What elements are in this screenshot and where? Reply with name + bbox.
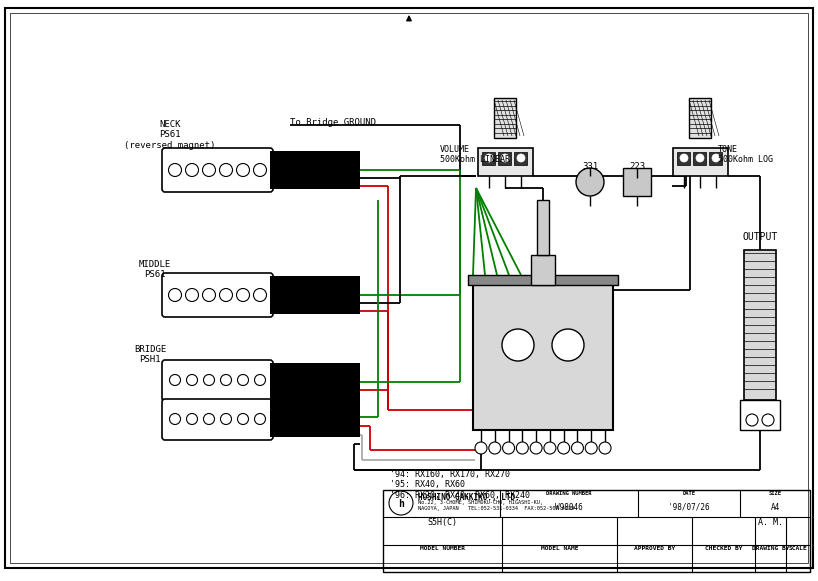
Bar <box>537 200 549 255</box>
Circle shape <box>475 442 487 454</box>
Circle shape <box>502 442 515 454</box>
Text: NECK
PS61
(reversed magnet): NECK PS61 (reversed magnet) <box>124 120 216 150</box>
Circle shape <box>517 154 525 162</box>
Text: A4: A4 <box>771 503 780 512</box>
Bar <box>478 148 533 176</box>
Circle shape <box>204 375 214 386</box>
Circle shape <box>501 154 509 162</box>
FancyBboxPatch shape <box>162 360 273 401</box>
Text: '98/07/26: '98/07/26 <box>668 503 710 512</box>
Bar <box>468 275 618 285</box>
Circle shape <box>530 442 542 454</box>
Circle shape <box>169 414 181 425</box>
Bar <box>498 152 511 165</box>
Bar <box>494 98 516 138</box>
Bar <box>673 148 728 176</box>
Circle shape <box>186 163 199 177</box>
Circle shape <box>186 289 199 302</box>
Circle shape <box>169 375 181 386</box>
Circle shape <box>558 442 569 454</box>
Bar <box>623 168 651 196</box>
Text: MODEL NUMBER: MODEL NUMBER <box>420 546 465 551</box>
Circle shape <box>221 375 231 386</box>
Circle shape <box>237 414 249 425</box>
Bar <box>270 276 360 314</box>
Text: DRAWING BY: DRAWING BY <box>752 546 789 551</box>
Bar <box>531 255 555 285</box>
Text: S5H(C): S5H(C) <box>427 518 457 528</box>
Circle shape <box>516 442 528 454</box>
Circle shape <box>680 154 688 162</box>
Text: 331: 331 <box>582 162 598 171</box>
Circle shape <box>544 442 556 454</box>
Circle shape <box>599 442 611 454</box>
Circle shape <box>204 414 214 425</box>
Text: BRIDGE
PSH1: BRIDGE PSH1 <box>134 345 166 364</box>
Bar <box>270 151 360 189</box>
Circle shape <box>254 375 266 386</box>
Text: DATE: DATE <box>682 491 695 496</box>
Text: A. M.: A. M. <box>757 518 783 528</box>
FancyBboxPatch shape <box>162 399 273 440</box>
Bar <box>514 152 527 165</box>
Text: DRAWING NUMBER: DRAWING NUMBER <box>546 491 591 496</box>
Bar <box>689 98 711 138</box>
Bar <box>482 152 495 165</box>
Bar <box>383 490 810 572</box>
Bar <box>270 363 360 437</box>
Text: SIZE: SIZE <box>768 491 781 496</box>
Text: CHECKED BY: CHECKED BY <box>705 546 742 551</box>
Text: '94: RX160, RX170, RX270
'95: RX40, RX60
'96: RX20, RX40, RX60, RX240: '94: RX160, RX170, RX270 '95: RX40, RX60… <box>390 470 530 500</box>
Bar <box>677 152 690 165</box>
Circle shape <box>552 329 584 361</box>
Circle shape <box>389 491 413 515</box>
Text: TONE
500Kohm LOG: TONE 500Kohm LOG <box>718 145 773 164</box>
Text: 223: 223 <box>629 162 645 171</box>
Bar <box>709 152 722 165</box>
FancyBboxPatch shape <box>162 273 273 317</box>
Text: APPROVED BY: APPROVED BY <box>634 546 675 551</box>
Text: No.22, 3-CHOME, SHIMOKU-CHO, HIGASHI-KU,
NAGOYA, JAPAN   TEL:052-531-0334  FAX:0: No.22, 3-CHOME, SHIMOKU-CHO, HIGASHI-KU,… <box>418 500 574 511</box>
Circle shape <box>762 414 774 426</box>
Bar <box>693 152 706 165</box>
Circle shape <box>572 442 583 454</box>
Circle shape <box>221 414 231 425</box>
Text: h: h <box>398 499 404 509</box>
Text: SCALE: SCALE <box>789 546 807 551</box>
FancyBboxPatch shape <box>162 148 273 192</box>
Circle shape <box>169 163 182 177</box>
Bar <box>744 250 776 400</box>
Circle shape <box>585 442 597 454</box>
Bar <box>473 280 613 430</box>
Circle shape <box>236 163 249 177</box>
Text: To Bridge GROUND: To Bridge GROUND <box>290 118 376 127</box>
Text: MIDDLE
PS61: MIDDLE PS61 <box>139 260 171 279</box>
Circle shape <box>746 414 758 426</box>
Bar <box>740 400 780 430</box>
Text: W98046: W98046 <box>555 503 583 512</box>
Circle shape <box>169 289 182 302</box>
Circle shape <box>489 442 501 454</box>
Circle shape <box>696 154 704 162</box>
Text: MODEL NAME: MODEL NAME <box>541 546 578 551</box>
Text: VOLUME
500Kohm LINEAR: VOLUME 500Kohm LINEAR <box>440 145 510 164</box>
Circle shape <box>203 289 215 302</box>
Circle shape <box>254 414 266 425</box>
Text: OUTPUT: OUTPUT <box>743 232 778 242</box>
Circle shape <box>187 414 197 425</box>
Circle shape <box>576 168 604 196</box>
Circle shape <box>219 163 232 177</box>
Text: HOSHINO GAKKIKO., LTD.: HOSHINO GAKKIKO., LTD. <box>418 493 519 502</box>
Circle shape <box>236 289 249 302</box>
Circle shape <box>187 375 197 386</box>
Circle shape <box>712 154 720 162</box>
Circle shape <box>254 163 267 177</box>
Circle shape <box>203 163 215 177</box>
Circle shape <box>485 154 493 162</box>
Circle shape <box>237 375 249 386</box>
Circle shape <box>502 329 534 361</box>
Circle shape <box>219 289 232 302</box>
Circle shape <box>254 289 267 302</box>
